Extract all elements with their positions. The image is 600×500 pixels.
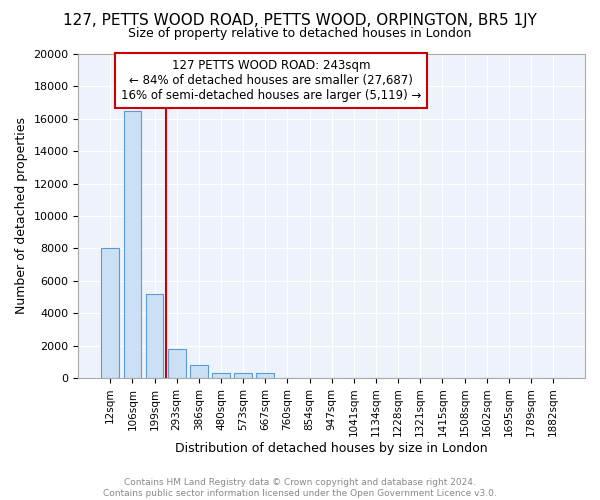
Bar bbox=[124, 110, 141, 378]
Bar bbox=[190, 365, 208, 378]
Text: 127, PETTS WOOD ROAD, PETTS WOOD, ORPINGTON, BR5 1JY: 127, PETTS WOOD ROAD, PETTS WOOD, ORPING… bbox=[63, 12, 537, 28]
Bar bbox=[234, 373, 252, 378]
Bar bbox=[101, 248, 119, 378]
Bar bbox=[168, 349, 185, 378]
Bar bbox=[212, 373, 230, 378]
Text: Size of property relative to detached houses in London: Size of property relative to detached ho… bbox=[128, 28, 472, 40]
Bar bbox=[256, 373, 274, 378]
Text: 127 PETTS WOOD ROAD: 243sqm
← 84% of detached houses are smaller (27,687)
16% of: 127 PETTS WOOD ROAD: 243sqm ← 84% of det… bbox=[121, 59, 421, 102]
X-axis label: Distribution of detached houses by size in London: Distribution of detached houses by size … bbox=[175, 442, 488, 455]
Y-axis label: Number of detached properties: Number of detached properties bbox=[15, 118, 28, 314]
Text: Contains HM Land Registry data © Crown copyright and database right 2024.
Contai: Contains HM Land Registry data © Crown c… bbox=[103, 478, 497, 498]
Bar bbox=[146, 294, 163, 378]
